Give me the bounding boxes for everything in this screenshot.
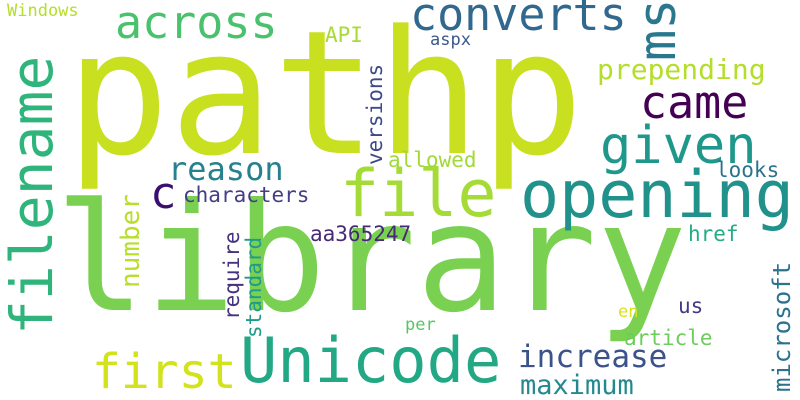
word-require: require <box>220 231 244 320</box>
word-filename: filename <box>0 55 66 335</box>
word-c: c <box>150 168 177 219</box>
word-standard: standard <box>242 236 266 338</box>
word-microsoft: microsoft <box>768 261 796 392</box>
word-msdn: msdn <box>628 0 688 61</box>
word-API: API <box>325 23 363 47</box>
word-per: per <box>405 315 436 335</box>
word-Windows: Windows <box>7 1 79 21</box>
word-en: en <box>618 302 639 322</box>
word-maximum: maximum <box>520 370 634 400</box>
word-aspx: aspx <box>430 30 471 50</box>
word-prepending: prepending <box>597 53 766 86</box>
word-characters: characters <box>183 183 310 207</box>
word-across: across <box>115 0 278 49</box>
word-href: href <box>688 222 739 246</box>
word-number: number <box>116 194 146 288</box>
word-allowed: allowed <box>388 148 477 172</box>
word-us: us <box>678 294 704 318</box>
word-converts: converts <box>410 0 627 41</box>
word-Unicode: Unicode <box>240 324 502 397</box>
word-came: came <box>640 76 749 129</box>
word-versions: versions <box>363 63 387 165</box>
word-increase: increase <box>518 339 668 375</box>
word-opening: opening <box>520 158 794 233</box>
word-given: given <box>600 116 757 176</box>
word-aa365247: aa365247 <box>310 222 412 246</box>
word-file: file <box>340 157 497 232</box>
word-library: library <box>55 172 688 346</box>
word-looks: looks <box>716 158 780 182</box>
word-reason: reason <box>168 150 284 188</box>
word-pathp: pathp <box>66 0 584 194</box>
word-first: first <box>92 344 237 400</box>
word-article: article <box>624 326 713 350</box>
